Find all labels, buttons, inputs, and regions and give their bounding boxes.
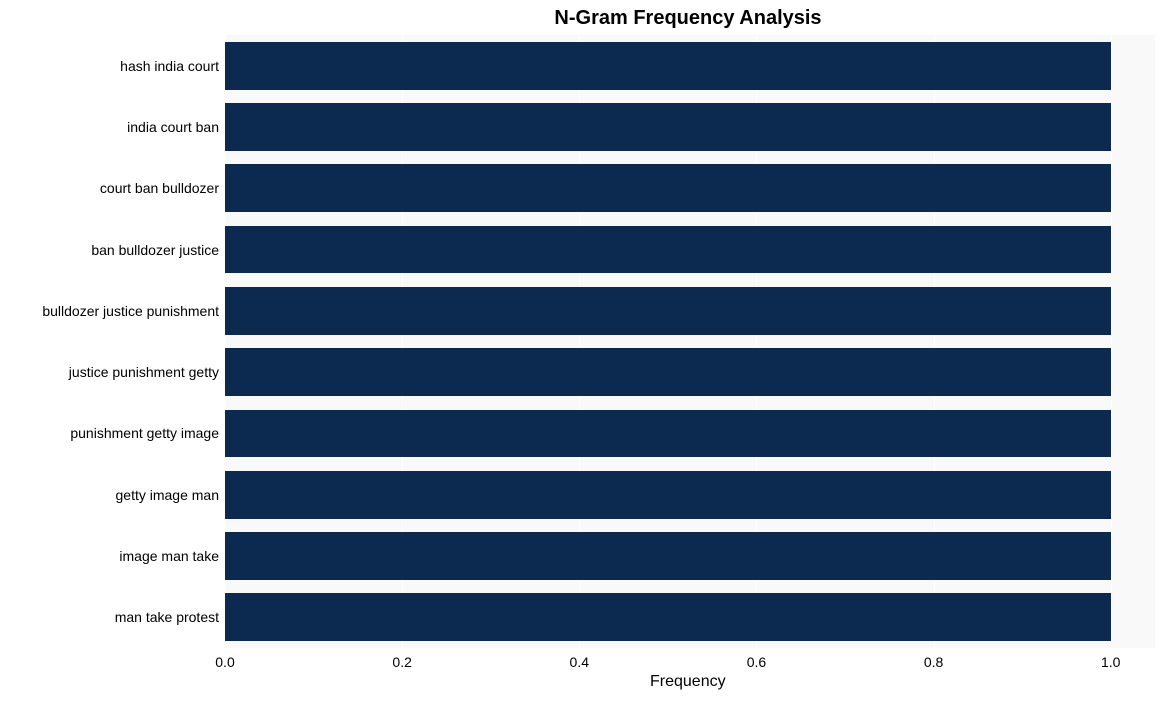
y-tick-label: man take protest	[115, 609, 219, 625]
bar	[225, 593, 1111, 641]
y-tick-label: bulldozer justice punishment	[42, 303, 219, 319]
bar	[225, 226, 1111, 274]
x-axis-label: Frequency	[650, 673, 726, 691]
y-tick-label: ban bulldozer justice	[91, 242, 219, 258]
x-tick-label: 0.4	[570, 654, 589, 670]
y-tick-label: punishment getty image	[70, 425, 219, 441]
x-tick-label: 0.0	[215, 654, 234, 670]
y-tick-label: getty image man	[116, 487, 220, 503]
bar	[225, 532, 1111, 580]
x-tick-label: 0.8	[924, 654, 943, 670]
x-tick-label: 0.6	[747, 654, 766, 670]
chart-container: N-Gram Frequency Analysis Frequency 0.0 0…	[0, 0, 1164, 701]
y-tick-label: india court ban	[127, 119, 219, 135]
chart-title: N-Gram Frequency Analysis	[523, 7, 853, 30]
y-tick-label: court ban bulldozer	[100, 180, 219, 196]
bar	[225, 287, 1111, 335]
x-tick-label: 1.0	[1101, 654, 1120, 670]
plot-area	[225, 35, 1155, 648]
bar	[225, 103, 1111, 151]
bar	[225, 410, 1111, 458]
bar	[225, 471, 1111, 519]
y-tick-label: image man take	[119, 548, 219, 564]
grid-line-vertical	[1111, 35, 1112, 648]
bar	[225, 42, 1111, 90]
bar	[225, 164, 1111, 212]
y-tick-label: justice punishment getty	[69, 364, 219, 380]
y-tick-label: hash india court	[120, 58, 219, 74]
bar	[225, 348, 1111, 396]
x-tick-label: 0.2	[392, 654, 411, 670]
